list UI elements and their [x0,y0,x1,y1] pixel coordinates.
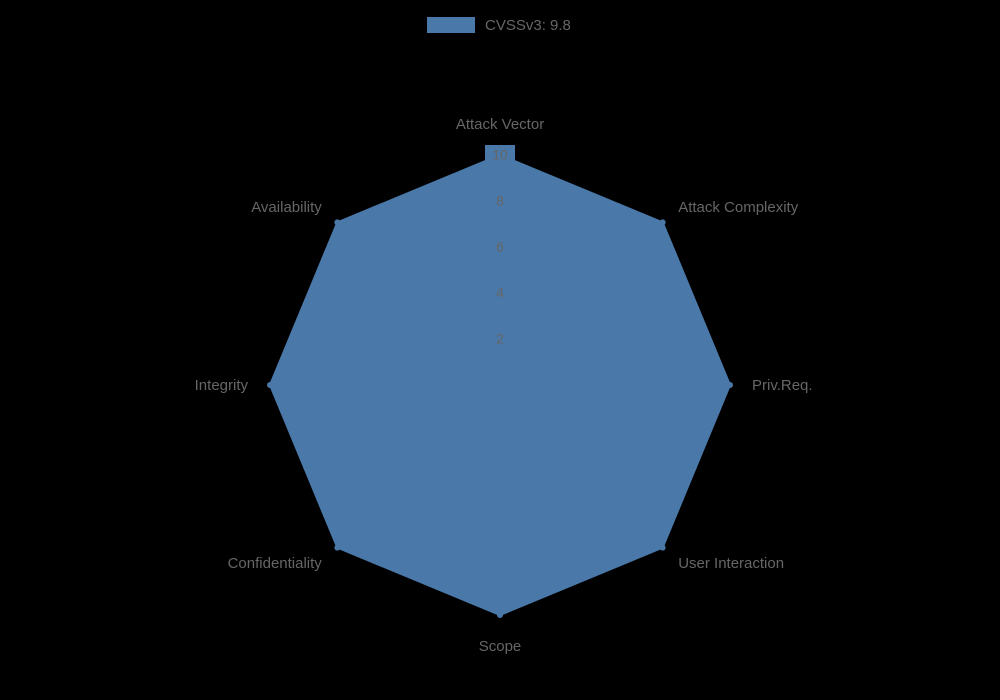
legend-swatch [427,17,475,33]
axis-label: Availability [251,199,322,216]
axis-label: Attack Vector [456,116,544,133]
radar-series-point [727,382,733,388]
radial-tick-label: 6 [496,239,504,255]
axis-label: Attack Complexity [678,199,799,216]
radar-series-point [497,612,503,618]
legend: CVSSv3: 9.8 [427,17,571,34]
radial-tick-label: 8 [496,193,504,209]
legend-label: CVSSv3: 9.8 [485,17,571,34]
radar-series-point [267,382,273,388]
radar-series-point [660,545,666,551]
radar-series-point [660,219,666,225]
axis-label: Scope [479,638,522,655]
axis-label: Priv.Req. [752,377,813,394]
radial-tick-label: 2 [496,331,504,347]
radial-tick-label: 4 [496,285,504,301]
radar-series-point [334,219,340,225]
radar-series-point [334,545,340,551]
axis-label: Confidentiality [228,555,323,572]
cvss-radar-chart: 2 4 6 8 10 Attack Vector Attack Complexity Priv… [0,0,1000,700]
radial-tick-label: 10 [492,147,508,163]
axis-label: User Interaction [678,555,784,572]
axis-label: Integrity [195,377,249,394]
